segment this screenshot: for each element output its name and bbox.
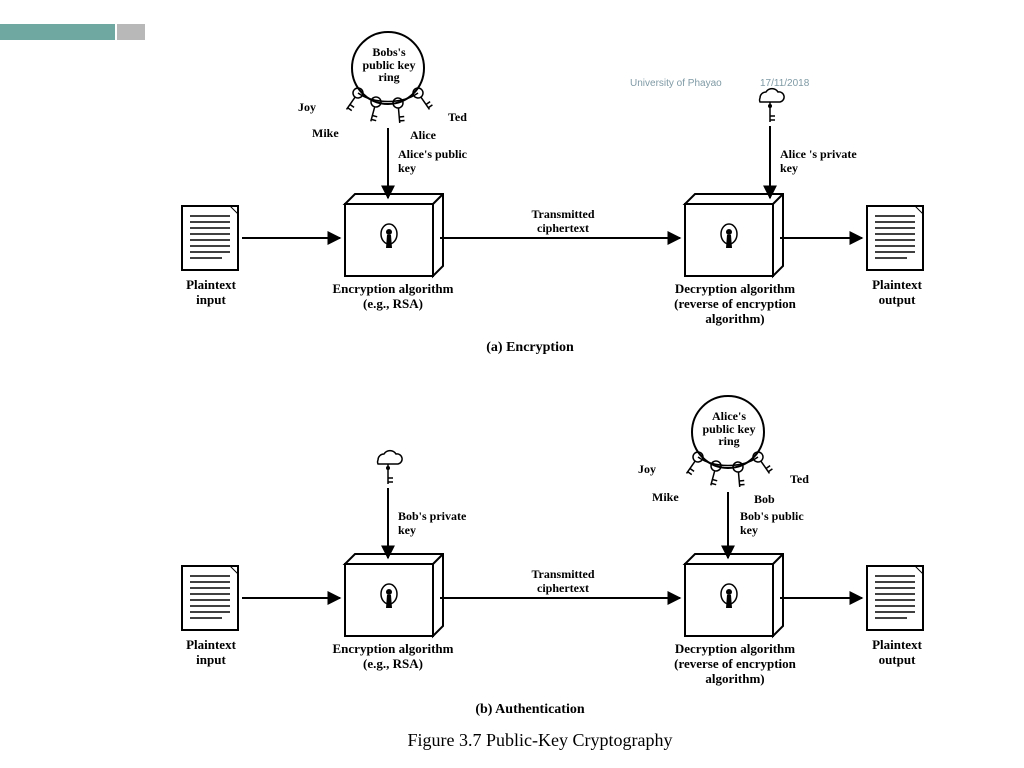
section-a-title: (a) Encryption: [430, 340, 630, 356]
name-ted: Ted: [448, 110, 467, 125]
enc-algo-label: Encryption algorithm(e.g., RSA): [318, 282, 468, 312]
alice-privkey-label: Alice 's privatekey: [780, 148, 900, 176]
dec-algo-label-b: Decryption algorithm(reverse of encrypti…: [650, 642, 820, 687]
decryption-box-icon: [685, 194, 783, 276]
plaintext-output-doc-icon: [867, 206, 923, 270]
cloud-key-icon-b: [378, 451, 403, 484]
ring-label-line3: ring: [378, 70, 399, 84]
transmitted-label-b: Transmittedciphertext: [508, 568, 618, 596]
name-joy-b: Joy: [638, 462, 656, 477]
plaintext-out-label-b: Plaintextoutput: [862, 638, 932, 668]
name-joy: Joy: [298, 100, 316, 115]
decryption-box-b-icon: [685, 554, 783, 636]
section-b-title: (b) Authentication: [430, 702, 630, 718]
ring-b-line3: ring: [718, 434, 739, 448]
bob-pubkey-label: Bob's publickey: [740, 510, 860, 538]
plaintext-input-doc-icon: [182, 206, 238, 270]
plaintext-out-label: Plaintextoutput: [862, 278, 932, 308]
name-bob-b: Bob: [754, 492, 775, 507]
name-alice: Alice: [410, 128, 436, 143]
encryption-box-b-icon: [345, 554, 443, 636]
plaintext-output-doc-b-icon: [867, 566, 923, 630]
plaintext-in-label-b: Plaintextinput: [176, 638, 246, 668]
name-ted-b: Ted: [790, 472, 809, 487]
bob-pubkey-text: Bob's publickey: [740, 509, 804, 537]
enc-algo-label-b: Encryption algorithm(e.g., RSA): [318, 642, 468, 672]
alice-privkey-text: Alice 's privatekey: [780, 147, 857, 175]
plaintext-input-doc-b-icon: [182, 566, 238, 630]
bobs-ring-label: Bobs's public key ring: [358, 46, 420, 84]
cloud-key-icon: [760, 89, 785, 122]
bob-privkey-label: Bob's privatekey: [398, 510, 508, 538]
plaintext-in-label: Plaintextinput: [176, 278, 246, 308]
dec-algo-label: Decryption algorithm(reverse of encrypti…: [650, 282, 820, 327]
alices-ring-label: Alice's public key ring: [698, 410, 760, 448]
name-mike-b: Mike: [652, 490, 679, 505]
encryption-box-icon: [345, 194, 443, 276]
alice-pubkey-label: Alice's publickey: [398, 148, 508, 176]
name-mike: Mike: [312, 126, 339, 141]
bob-privkey-text: Bob's privatekey: [398, 509, 466, 537]
figure-title: Figure 3.7 Public-Key Cryptography: [340, 730, 740, 751]
alice-pubkey-text: Alice's publickey: [398, 147, 467, 175]
transmitted-label: Transmittedciphertext: [508, 208, 618, 236]
